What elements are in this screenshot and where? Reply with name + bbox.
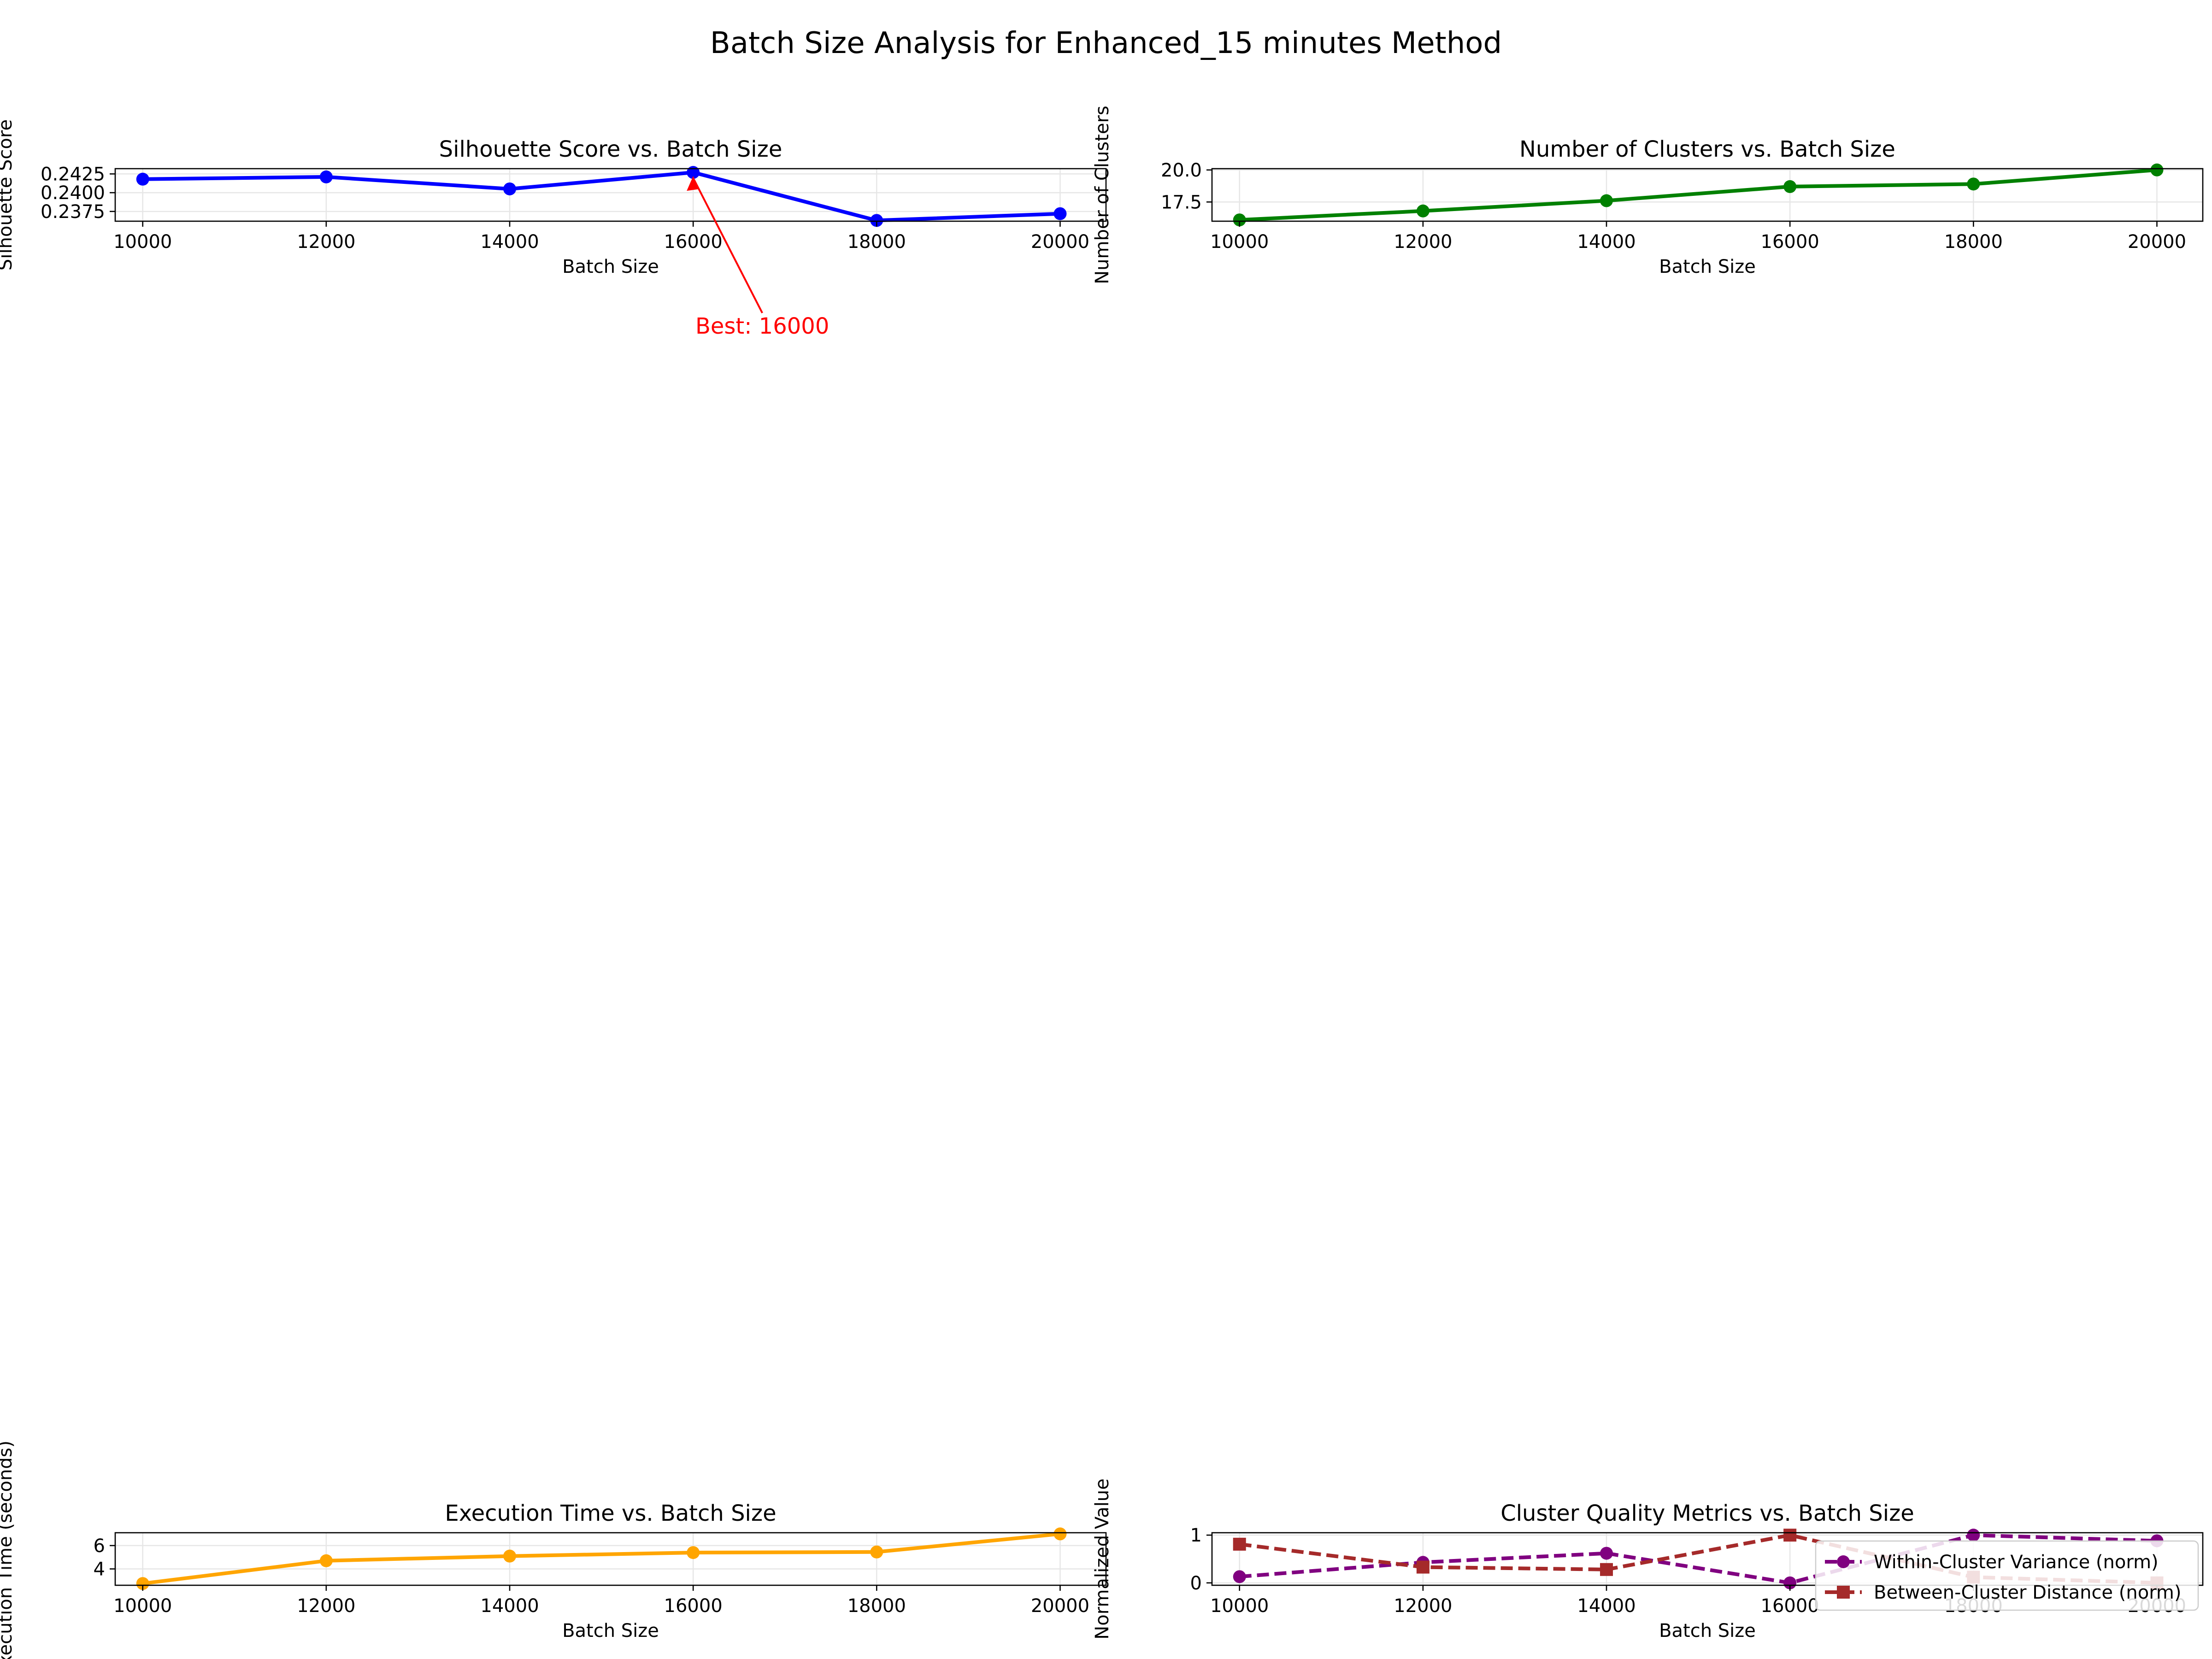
data-point-silhouette-0 (870, 214, 883, 227)
x-axis-label: Batch Size (562, 1620, 659, 1641)
data-point-silhouette-0 (503, 182, 517, 195)
data-point-quality-0 (1600, 1547, 1613, 1560)
annotation-arrowhead (687, 176, 700, 191)
plot-frame (1211, 168, 2204, 222)
x-tick-label: 16000 (664, 1595, 723, 1617)
series-line-clusters-0 (1239, 168, 2157, 222)
x-tick-label: 18000 (847, 1595, 906, 1617)
x-tick-label: 10000 (1210, 1595, 1269, 1617)
legend-marker (1837, 1586, 1850, 1599)
legend-marker (1837, 1555, 1850, 1568)
x-tick-label: 14000 (480, 231, 539, 253)
figure-title: Batch Size Analysis for Enhanced_15 minu… (710, 26, 1502, 60)
y-axis-label: Execution Time (seconds) (0, 1441, 16, 1659)
x-tick-label: 16000 (664, 231, 723, 253)
data-point-quality-0 (1233, 1570, 1246, 1583)
y-tick-label: 6 (94, 1535, 105, 1557)
y-axis-label: Silhouette Score (0, 119, 16, 271)
data-point-silhouette-0 (1053, 207, 1067, 220)
panel-title: Silhouette Score vs. Batch Size (439, 136, 782, 162)
data-point-quality-1 (1600, 1563, 1613, 1576)
x-tick-label: 18000 (847, 231, 906, 253)
panel-silhouette: 10000 12000 14000 16000 18000 200000.23750.24… (0, 119, 1107, 339)
plot-frame (1211, 1532, 2204, 1586)
x-tick-label: 20000 (1031, 231, 1089, 253)
x-tick-label: 14000 (480, 1595, 539, 1617)
panels: 10000 12000 14000 16000 18000 200000.23750.24… (0, 106, 2204, 1659)
data-point-exectime-0 (687, 1546, 700, 1559)
data-point-quality-1 (1233, 1537, 1246, 1551)
annotation-label: Best: 16000 (695, 313, 829, 339)
x-tick-label: 12000 (1394, 1595, 1452, 1617)
data-point-clusters-0 (1967, 177, 1980, 191)
x-tick-label: 16000 (1761, 1595, 1819, 1617)
data-point-quality-1 (1416, 1560, 1430, 1574)
data-point-exectime-0 (1053, 1527, 1067, 1541)
y-axis-label: Normalized Value (1092, 1478, 1113, 1639)
y-tick-label: 4 (94, 1559, 105, 1580)
data-point-quality-0 (1967, 1529, 1980, 1542)
y-tick-label: 1 (1190, 1525, 1202, 1546)
data-point-silhouette-0 (136, 172, 149, 186)
x-tick-label: 20000 (2128, 231, 2186, 253)
data-point-clusters-0 (2150, 163, 2164, 176)
panel-title: Cluster Quality Metrics vs. Batch Size (1500, 1500, 1914, 1526)
data-point-silhouette-0 (319, 170, 333, 183)
data-point-clusters-0 (1783, 180, 1797, 193)
data-point-exectime-0 (503, 1549, 517, 1563)
x-tick-label: 10000 (113, 231, 172, 253)
data-point-quality-0 (1783, 1576, 1797, 1589)
panel-quality: 10000120001400016000180002000001Cluster … (1092, 1478, 2204, 1641)
x-tick-label: 16000 (1761, 231, 1819, 253)
series-line-silhouette-0 (142, 171, 1060, 223)
panel-clusters: 10000 12000 14000 16000 18000 20000 17.5 20.0 Nu… (1092, 106, 2204, 284)
x-axis-label: Batch Size (1659, 256, 1756, 277)
data-point-exectime-0 (319, 1554, 333, 1567)
y-tick-label: 20.0 (1161, 160, 1202, 181)
x-tick-label: 10000 (1210, 231, 1269, 253)
data-point-exectime-0 (136, 1577, 149, 1590)
y-tick-label: 0.2375 (41, 201, 105, 223)
x-tick-label: 18000 (1944, 231, 2003, 253)
data-point-exectime-0 (870, 1545, 883, 1559)
plot-frame (114, 1532, 1107, 1586)
data-point-clusters-0 (1233, 213, 1246, 227)
annotation-arrow (693, 179, 763, 314)
data-point-clusters-0 (1600, 194, 1613, 207)
x-axis-label: Batch Size (562, 256, 659, 277)
panel-exectime: 10000 12000 14000 16000 18000 20000 46 Executio… (0, 1441, 1107, 1659)
y-tick-label: 0 (1190, 1573, 1202, 1594)
x-tick-label: 14000 (1577, 1595, 1635, 1617)
x-tick-label: 12000 (1394, 231, 1452, 253)
legend-box (1815, 1540, 2199, 1611)
data-point-clusters-0 (1416, 204, 1430, 218)
data-point-quality-1 (1783, 1529, 1797, 1542)
y-tick-label: 17.5 (1161, 192, 1202, 213)
legend-label: Within-Cluster Variance (norm) (1874, 1552, 2159, 1573)
x-tick-label: 14000 (1577, 231, 1635, 253)
y-axis-label: Number of Clusters (1092, 106, 1113, 284)
series-line-quality-0 (1239, 1533, 2157, 1585)
x-tick-label: 10000 (113, 1595, 172, 1617)
x-tick-label: 20000 (1031, 1595, 1089, 1617)
series-line-exectime-0 (142, 1532, 1060, 1586)
y-tick-label: 0.2400 (41, 182, 105, 204)
x-axis-label: Batch Size (1659, 1620, 1756, 1641)
x-tick-label: 12000 (297, 231, 355, 253)
y-tick-label: 0.2425 (41, 164, 105, 185)
panel-title: Number of Clusters vs. Batch Size (1519, 136, 1895, 162)
legend-label: Between-Cluster Distance (norm) (1874, 1582, 2182, 1603)
x-tick-label: 12000 (297, 1595, 355, 1617)
plot-frame (114, 168, 1107, 222)
panel-title: Execution Time vs. Batch Size (445, 1500, 776, 1526)
